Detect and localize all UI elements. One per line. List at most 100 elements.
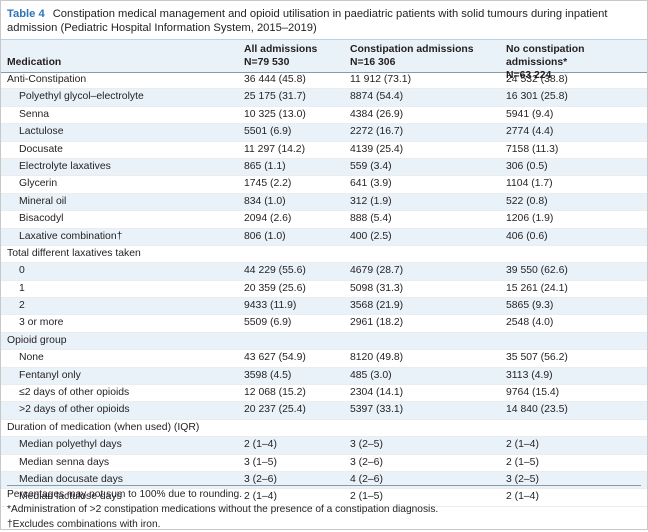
cell-no-constipation: 1104 (1.7) [506,178,553,190]
cell-constipation: 8120 (49.8) [350,352,404,364]
row-label: 1 [19,282,25,294]
table-row: Median lactulose days 2 (1–4) 2 (1–5) 2 (1–… [1,489,647,507]
cell-no-constipation: 406 (0.6) [506,230,548,242]
row-label: Lactulose [19,126,64,138]
cell-constipation: 4679 (28.7) [350,265,404,277]
cell-constipation: 4 (2–6) [350,473,383,485]
cell-no-constipation: 2 (1–5) [506,456,539,468]
cell-no-constipation: 2548 (4.0) [506,317,554,329]
table-caption: Table 4 Constipation medical management a… [7,7,641,35]
cell-no-constipation: 14 840 (23.5) [506,404,568,416]
row-label: Polyethyl glycol–electrolyte [19,91,144,103]
row-label: Bisacodyl [19,213,64,225]
cell-all-admissions: 865 (1.1) [244,160,286,172]
table-body: Anti-Constipation 36 444 (45.8) 11 912 (73… [1,72,647,507]
table-row: None 43 627 (54.9) 8120 (49.8) 35 507 (56.2… [1,350,647,368]
row-label: Median polyethyl days [19,439,122,451]
cell-constipation: 3 (2–5) [350,439,383,451]
row-label: Mineral oil [19,195,67,207]
cell-no-constipation: 2 (1–4) [506,439,539,451]
cell-constipation: 2 (1–5) [350,491,383,503]
cell-all-admissions: 36 444 (45.8) [244,74,306,85]
cell-all-admissions: 2 (1–4) [244,491,277,503]
table-row: >2 days of other opioids 20 237 (25.4) 539… [1,402,647,420]
cell-no-constipation: 15 261 (24.1) [506,282,568,294]
header-all-admissions: All admissions N=79 530 [244,44,318,68]
table-title: Constipation medical management and opio… [7,8,608,34]
table-row: Electrolyte laxatives 865 (1.1) 559 (3.4) 3… [1,158,647,177]
row-label: Senna [19,108,50,120]
cell-all-admissions: 5509 (6.9) [244,317,292,329]
table-row: Laxative combination† 806 (1.0) 400 (2.5) 4… [1,228,647,246]
cell-all-admissions: 20 359 (25.6) [244,282,306,294]
table-label: Table 4 [7,8,45,20]
cell-no-constipation: 35 507 (56.2) [506,352,568,364]
cell-constipation: 400 (2.5) [350,230,392,242]
cell-all-admissions: 2 (1–4) [244,439,277,451]
row-label: ≤2 days of other opioids [19,387,130,399]
cell-constipation: 4139 (25.4) [350,143,404,155]
cell-no-constipation: 5865 (9.3) [506,300,554,312]
cell-constipation: 2304 (14.1) [350,387,404,399]
cell-no-constipation: 9764 (15.4) [506,387,560,399]
cell-all-admissions: 806 (1.0) [244,230,286,242]
table-header: Medication All admissions N=79 530 Const… [1,39,647,81]
cell-no-constipation: 3113 (4.9) [506,369,553,381]
table-row: 3 or more 5509 (6.9) 2961 (18.2) 2548 (4.0) [1,315,647,333]
row-label: Opioid group [7,334,67,346]
cell-all-admissions: 9433 (11.9) [244,300,297,312]
cell-all-admissions: 3 (2–6) [244,473,277,485]
table-row: Lactulose 5501 (6.9) 2272 (16.7) 2774 (4.4) [1,124,647,142]
row-label: Docusate [19,143,63,155]
row-label: Median lactulose days [19,491,122,503]
cell-no-constipation: 306 (0.5) [506,160,548,172]
row-label: Median senna days [19,456,110,468]
cell-no-constipation: 2774 (4.4) [506,126,554,138]
cell-all-admissions: 44 229 (55.6) [244,265,306,277]
table-row: Median senna days 3 (1–5) 3 (2–6) 2 (1–5) [1,455,647,472]
row-label: Anti-Constipation [7,74,87,85]
cell-constipation: 8874 (54.4) [350,91,404,103]
cell-no-constipation: 24 532 (38.8) [506,74,568,85]
table-row: Polyethyl glycol–electrolyte 25 175 (31.7… [1,89,647,107]
row-label: None [19,352,44,364]
table-row: Senna 10 325 (13.0) 4384 (26.9) 5941 (9.4) [1,107,647,125]
row-label: >2 days of other opioids [19,404,130,416]
row-label: 0 [19,265,25,277]
cell-all-admissions: 10 325 (13.0) [244,108,306,120]
table-row: 1 20 359 (25.6) 5098 (31.3) 15 261 (24.1) [1,281,647,299]
cell-no-constipation: 1206 (1.9) [506,213,554,225]
cell-all-admissions: 12 068 (15.2) [244,387,306,399]
cell-no-constipation: 7158 (11.3) [506,143,559,155]
table-row: ≤2 days of other opioids 12 068 (15.2) 230… [1,385,647,403]
table-row: Duration of medication (when used) (IQR) [1,420,647,438]
cell-no-constipation: 3 (2–5) [506,473,539,485]
cell-constipation: 559 (3.4) [350,160,392,172]
cell-constipation: 5397 (33.1) [350,404,404,416]
header-medication: Medication [7,57,62,68]
row-label: Fentanyl only [19,369,81,381]
row-label: Electrolyte laxatives [19,160,111,172]
cell-constipation: 3 (2–6) [350,456,383,468]
header-no-constipation-n: N=63 224 [506,70,552,81]
table-row: Glycerin 1745 (2.2) 641 (3.9) 1104 (1.7) [1,176,647,194]
row-label: Laxative combination† [19,230,123,242]
footnote: †Excludes combinations with iron. [7,519,161,530]
cell-constipation: 641 (3.9) [350,178,392,190]
header-constipation-admissions: Constipation admissions N=16 306 [350,44,474,68]
cell-all-admissions: 20 237 (25.4) [244,404,306,416]
row-label: Duration of medication (when used) (IQR) [7,421,200,433]
cell-all-admissions: 25 175 (31.7) [244,91,306,103]
cell-all-admissions: 2094 (2.6) [244,213,292,225]
table-footnotes: Percentages may not sum to 100% due to r… [7,485,641,532]
cell-constipation: 888 (5.4) [350,213,392,225]
row-label: Total different laxatives taken [7,247,141,259]
cell-constipation: 485 (3.0) [350,369,392,381]
table-row: Opioid group [1,332,647,351]
footnote: Percentages may not sum to 100% due to r… [7,489,243,500]
cell-constipation: 5098 (31.3) [350,282,404,294]
row-label: Glycerin [19,178,58,190]
table-row: Docusate 11 297 (14.2) 4139 (25.4) 7158 (11… [1,142,647,159]
cell-constipation: 312 (1.9) [350,195,392,207]
footnote: *Administration of >2 constipation medic… [7,504,439,515]
